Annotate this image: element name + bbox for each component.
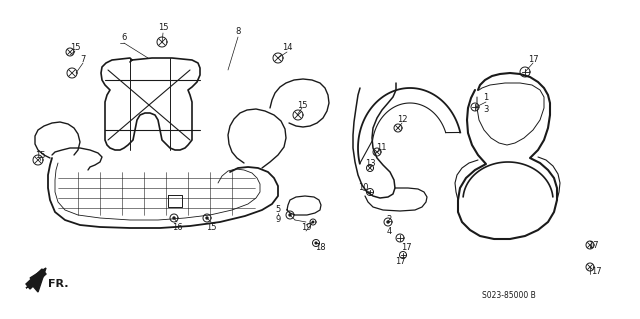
Text: 18: 18 xyxy=(315,243,325,253)
Text: 16: 16 xyxy=(172,224,182,233)
Text: 5: 5 xyxy=(275,205,280,214)
Text: 15: 15 xyxy=(70,43,80,53)
Text: 13: 13 xyxy=(365,159,375,167)
Text: 15: 15 xyxy=(157,24,168,33)
Polygon shape xyxy=(26,269,46,289)
Circle shape xyxy=(206,217,208,219)
Circle shape xyxy=(173,217,175,219)
Text: 19: 19 xyxy=(301,224,311,233)
Text: 15: 15 xyxy=(35,151,45,160)
Text: 8: 8 xyxy=(236,27,241,36)
Text: 6: 6 xyxy=(122,33,127,42)
Text: 15: 15 xyxy=(297,100,307,109)
Text: 3: 3 xyxy=(483,106,489,115)
Text: 15: 15 xyxy=(205,224,216,233)
Text: S023-85000 B: S023-85000 B xyxy=(482,291,536,300)
Text: 7: 7 xyxy=(80,56,86,64)
Text: 9: 9 xyxy=(275,216,280,225)
Text: 12: 12 xyxy=(397,115,407,124)
Text: FR.: FR. xyxy=(48,279,68,289)
Text: 17: 17 xyxy=(395,257,405,266)
Circle shape xyxy=(289,214,291,216)
Text: 17: 17 xyxy=(588,241,598,249)
Circle shape xyxy=(387,221,389,223)
Circle shape xyxy=(315,242,317,244)
Text: 2: 2 xyxy=(387,216,392,225)
Polygon shape xyxy=(26,268,46,292)
Text: 1: 1 xyxy=(483,93,488,102)
Text: 11: 11 xyxy=(376,144,387,152)
Circle shape xyxy=(312,221,314,223)
Text: 14: 14 xyxy=(282,43,292,53)
Text: 4: 4 xyxy=(387,227,392,236)
Text: 17: 17 xyxy=(591,268,602,277)
Text: 10: 10 xyxy=(358,183,368,192)
Text: 17: 17 xyxy=(401,243,412,253)
Text: 17: 17 xyxy=(528,56,538,64)
